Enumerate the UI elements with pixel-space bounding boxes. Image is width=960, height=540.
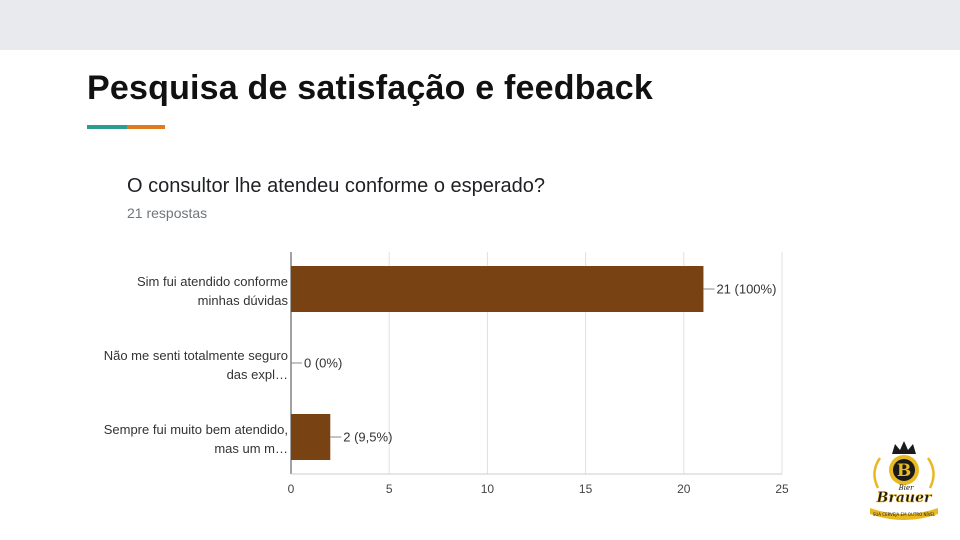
- x-tick-label: 20: [677, 482, 691, 496]
- x-tick-label: 10: [481, 482, 495, 496]
- category-label: Não me senti totalmente seguro das expl…: [104, 348, 288, 382]
- logo-text-main: Brauer: [876, 490, 933, 506]
- x-tick-label: 5: [386, 482, 393, 496]
- response-count: 21 respostas: [127, 205, 208, 221]
- data-label: 2 (9,5%): [343, 430, 392, 445]
- category-label: Sim fui atendido conforme minhas dúvidas: [137, 274, 289, 308]
- svg-text:B: B: [897, 461, 911, 481]
- bar: [291, 266, 704, 312]
- category-label: Sempre fui muito bem atendido, mas um m…: [104, 422, 288, 456]
- slide-title: Pesquisa de satisfação e feedback: [87, 69, 653, 107]
- accent-line-orange: [127, 125, 165, 129]
- x-tick-label: 15: [579, 482, 593, 496]
- data-label: 0 (0%): [304, 356, 342, 371]
- logo-text-top: Bier: [898, 484, 915, 492]
- bar: [291, 414, 331, 460]
- top-band: [0, 0, 960, 50]
- bier-brauer-logo: B Bier Brauer SUA CERVEJA EM OUTRO NÍVEL: [870, 441, 938, 520]
- survey-question: O consultor lhe atendeu conforme o esper…: [127, 175, 546, 197]
- logo-emblem-icon: B: [873, 441, 935, 489]
- logo-ribbon-text: SUA CERVEJA EM OUTRO NÍVEL: [873, 512, 936, 517]
- data-label: 21 (100%): [716, 282, 776, 297]
- logo-ribbon: [870, 508, 938, 520]
- accent-line-teal: [87, 125, 127, 129]
- x-tick-label: 0: [288, 482, 295, 496]
- x-tick-label: 25: [775, 482, 789, 496]
